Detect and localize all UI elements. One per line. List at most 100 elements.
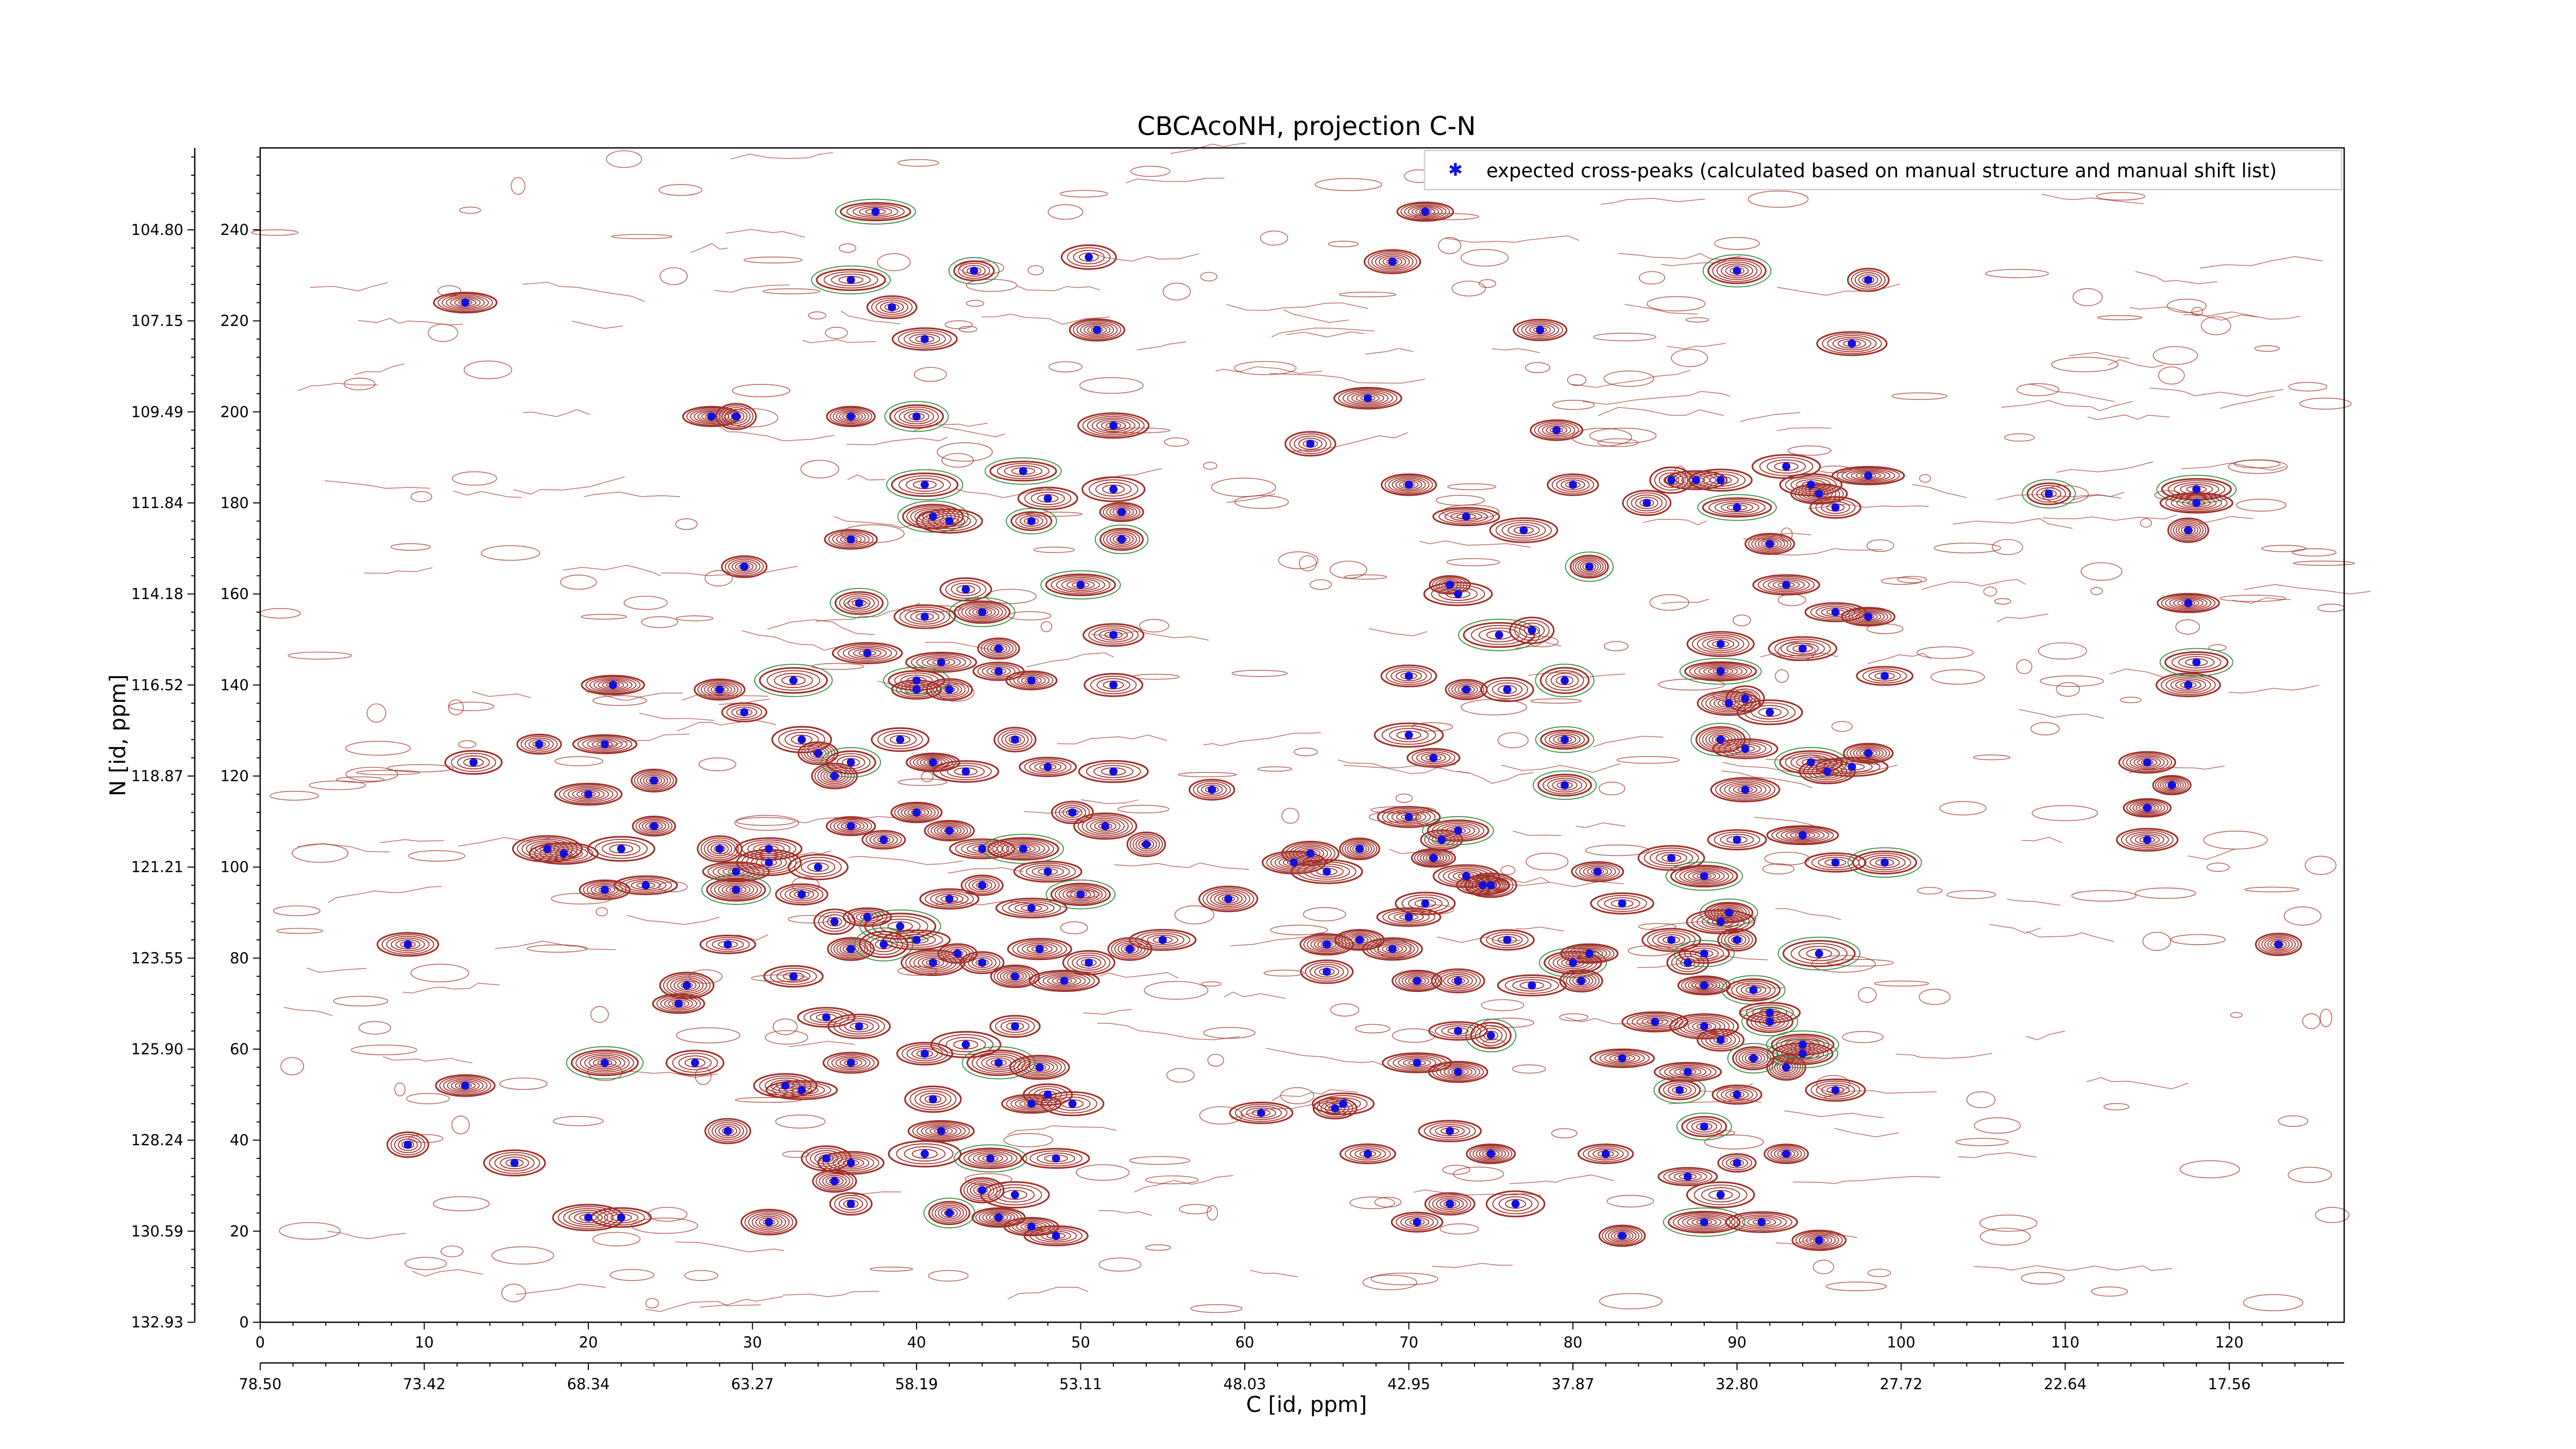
peak-contour (1073, 320, 1122, 340)
negative-contour (948, 257, 1000, 285)
peak-contour (1809, 496, 1861, 519)
cross-peak-marker (1404, 813, 1413, 821)
cross-peak-marker (1486, 1150, 1495, 1158)
peak-contour (897, 804, 936, 820)
noise-contour (2175, 619, 2200, 635)
peak-contour (1569, 554, 1609, 579)
noise-contour (2051, 357, 2119, 373)
cross-peak-marker (1700, 981, 1708, 990)
peak-contour (1009, 1055, 1070, 1080)
cross-peak-marker (510, 1158, 519, 1167)
peak-contour (1748, 534, 1792, 553)
peak-contour (2258, 934, 2299, 954)
noise-contour-line (2198, 516, 2253, 525)
noise-contour-line (2019, 709, 2104, 719)
peak-contour (1815, 757, 1889, 777)
x-tick-label: 70 (1399, 1334, 1418, 1351)
noise-contour-line (516, 1284, 606, 1295)
noise-contour (675, 518, 698, 530)
noise-contour (1362, 1274, 1417, 1290)
noise-contour (1714, 237, 1760, 250)
peak-contour (1580, 561, 1599, 572)
noise-contour (1483, 1018, 1534, 1028)
peak-contour (2180, 484, 2213, 495)
peak-contour (704, 839, 736, 858)
peak-contour (1701, 1031, 1740, 1050)
peak-contour (457, 755, 490, 770)
peak-contour (1404, 204, 1447, 219)
peak-contour (1541, 424, 1571, 436)
peak-contour (1135, 931, 1191, 949)
peak-contour (1438, 587, 1478, 601)
negative-contour (1422, 816, 1495, 846)
peak-contour (391, 1134, 426, 1156)
peak-contour (1338, 389, 1398, 408)
cross-peak-marker (1749, 1054, 1758, 1063)
peak-contour (879, 918, 921, 934)
peak-contour (819, 1173, 850, 1189)
peak-contour (1720, 502, 1754, 513)
noise-contour-line (1776, 427, 1832, 431)
peak-contour (1687, 1217, 1722, 1228)
cross-peak-marker (1577, 976, 1585, 985)
peak-contour (823, 271, 878, 289)
peak-contour (1310, 937, 1344, 951)
noise-contour-line (1953, 518, 2073, 529)
noise-contour (1966, 1091, 1996, 1108)
negative-contour (854, 927, 913, 962)
peak-contour (848, 597, 871, 609)
cross-peak-marker (789, 676, 798, 685)
cross-peak-marker (961, 1040, 970, 1049)
peak-contour (1401, 894, 1449, 913)
peak-contour (1851, 471, 1886, 481)
peak-contour (1837, 338, 1866, 349)
peak-contour (1796, 479, 1826, 491)
peak-contour (1686, 1118, 1722, 1135)
peak-contour (940, 685, 959, 695)
cross-peak-marker (1208, 785, 1216, 794)
peak-contour (1561, 479, 1585, 490)
peak-contour (1537, 773, 1592, 797)
noise-contour-line (1973, 1265, 2039, 1271)
peak-contour (1514, 619, 1550, 641)
peak-contour (376, 932, 439, 957)
y-axis: 020406080100120140160180200220240132.931… (131, 148, 260, 1331)
peak-contour (928, 1201, 971, 1225)
noise-contour (280, 1057, 304, 1075)
peak-contour (968, 878, 996, 892)
peak-contour (1657, 934, 1686, 946)
noise-contour-line (1231, 1102, 1347, 1119)
peak-contour (1716, 1086, 1758, 1103)
peak-contour (693, 678, 746, 701)
negative-contour (985, 457, 1062, 485)
cross-peak-marker (1561, 781, 1569, 789)
noise-contour (1442, 1165, 1470, 1175)
peak-contour (1466, 1143, 1516, 1165)
peak-contour (948, 838, 1015, 860)
cross-peak-marker (1043, 1090, 1052, 1099)
peak-contour (1724, 782, 1767, 798)
peak-contour (1707, 257, 1767, 284)
noise-contour (606, 150, 642, 168)
peak-contour (929, 680, 969, 699)
peak-contour (619, 877, 672, 894)
negative-contour (953, 1144, 1027, 1173)
peak-contour (1795, 1231, 1843, 1250)
noise-contour (2228, 459, 2288, 474)
peak-contour (938, 1206, 961, 1220)
peak-contour (1664, 470, 1728, 491)
peak-contour (1017, 1058, 1062, 1076)
peak-contour (1058, 886, 1103, 903)
noise-contour (1955, 1138, 2009, 1147)
peak-contour (642, 774, 665, 786)
peak-contour (704, 1118, 752, 1144)
peak-contour (1853, 747, 1884, 760)
peak-contour (1847, 267, 1890, 292)
noise-contour (333, 996, 388, 1007)
peak-contour (1668, 1210, 1741, 1234)
peak-contour (1388, 911, 1430, 923)
noise-contour (1203, 1027, 1256, 1039)
peak-contour (652, 993, 705, 1014)
cross-peak-marker (600, 740, 609, 749)
noise-contour-line (572, 321, 623, 329)
